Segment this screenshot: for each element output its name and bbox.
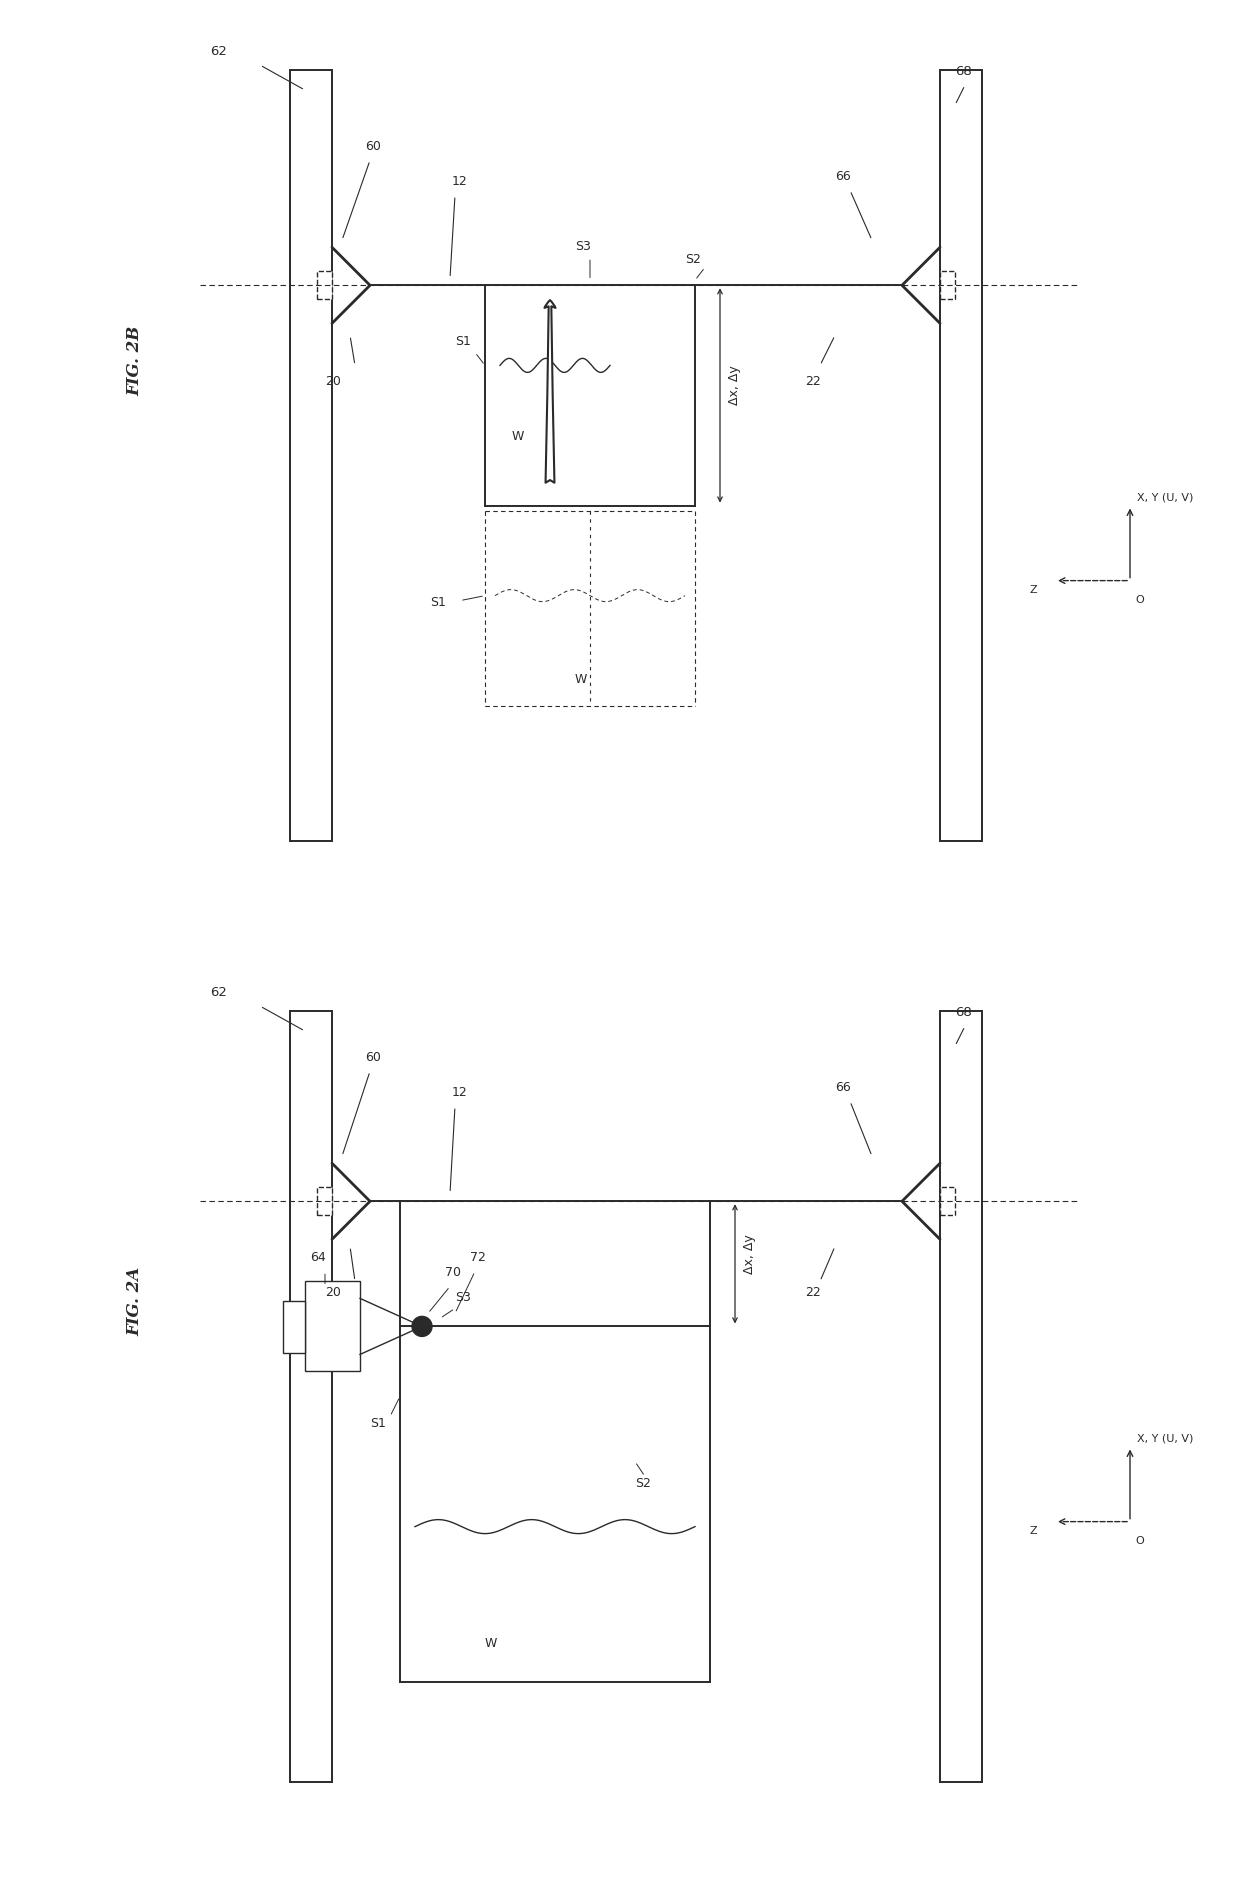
Text: S2: S2 <box>684 254 701 265</box>
Text: S3: S3 <box>455 1291 471 1304</box>
Text: 62: 62 <box>210 986 227 999</box>
Text: W: W <box>575 672 588 685</box>
Text: Z: Z <box>1030 585 1038 595</box>
Text: Δx, Δy: Δx, Δy <box>728 365 742 405</box>
Text: W: W <box>512 431 525 444</box>
Text: S2: S2 <box>635 1477 651 1489</box>
Text: Z: Z <box>1030 1526 1038 1536</box>
Text: 20: 20 <box>325 1287 341 1299</box>
Text: S1: S1 <box>455 335 471 348</box>
Text: 22: 22 <box>805 375 821 388</box>
Bar <box>940 271 955 299</box>
Bar <box>317 271 332 299</box>
Bar <box>317 1188 332 1216</box>
Text: 68: 68 <box>955 1007 972 1018</box>
Text: FIG. 2B: FIG. 2B <box>126 326 144 395</box>
Text: W: W <box>485 1637 497 1651</box>
Text: 68: 68 <box>955 66 972 77</box>
Text: 12: 12 <box>453 1086 467 1099</box>
Text: S3: S3 <box>575 241 591 254</box>
Bar <box>305 1282 360 1372</box>
Text: 64: 64 <box>310 1252 326 1265</box>
Circle shape <box>412 1316 432 1336</box>
Text: O: O <box>1135 595 1143 604</box>
Text: FIG. 2A: FIG. 2A <box>126 1267 144 1336</box>
Bar <box>940 70 982 841</box>
Text: S1: S1 <box>370 1417 386 1430</box>
Text: X, Y (U, V): X, Y (U, V) <box>1137 493 1193 502</box>
Text: 66: 66 <box>835 1080 851 1093</box>
Text: 70: 70 <box>445 1267 461 1280</box>
Text: O: O <box>1135 1536 1143 1545</box>
Text: S1: S1 <box>430 595 446 608</box>
Text: Δx, Δy: Δx, Δy <box>743 1235 756 1274</box>
Text: 20: 20 <box>325 375 341 388</box>
Text: 22: 22 <box>805 1287 821 1299</box>
Bar <box>283 1300 305 1353</box>
Bar <box>290 70 332 841</box>
Text: 12: 12 <box>453 175 467 188</box>
Bar <box>290 1011 332 1782</box>
Text: 60: 60 <box>365 139 381 152</box>
Text: X, Y (U, V): X, Y (U, V) <box>1137 1434 1193 1443</box>
Bar <box>940 1011 982 1782</box>
Text: 62: 62 <box>210 45 227 58</box>
Text: 66: 66 <box>835 169 851 183</box>
Text: 60: 60 <box>365 1052 381 1063</box>
Bar <box>940 1188 955 1216</box>
Text: 72: 72 <box>470 1252 486 1265</box>
